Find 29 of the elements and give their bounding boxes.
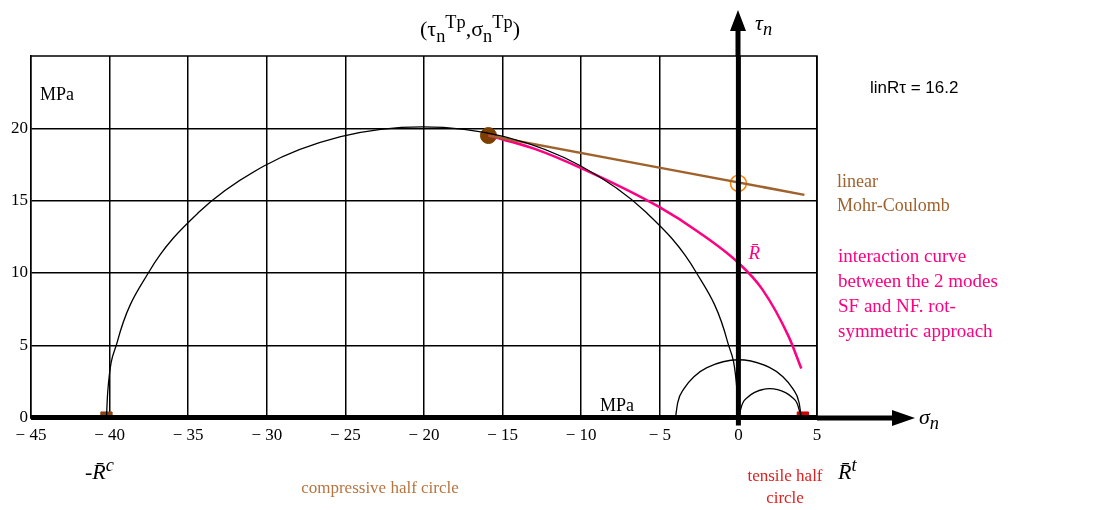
y-tick-label: 20 [11,117,28,137]
y-tick-label: 0 [19,407,28,427]
x-tick-label: − 40 [94,425,126,445]
chart-title: (τ$_{n}$$^{Tp}$,σ$_{n}$$^{Tp}$) [420,12,520,47]
x-tick-label: − 20 [408,425,440,445]
x-tick-label: 0 [734,425,743,445]
text: tensile half circle [746,465,824,509]
annotation: MPa [600,395,635,416]
text: compressive half circle [301,478,459,498]
series-label: R̄ [747,242,761,264]
text: interaction curve between the 2 modes SF and NF. rot- symmetric approach [838,244,999,343]
y-axis-title: τ$_{n}$ [755,10,773,41]
text: R̄$^{t}$ [838,455,857,486]
x-tick-label: − 10 [565,425,597,445]
x-tick-label: − 25 [329,425,361,445]
series-label: linear Mohr-Coulomb [837,170,950,215]
x-axis-title: σ$_{n}$ [919,403,940,434]
y-tick-label: 5 [19,334,28,354]
x-tick-label: 5 [812,425,822,445]
x-tick-label: − 15 [487,425,519,445]
x-tick-label: − 35 [172,425,204,445]
y-tick-label: 10 [11,262,28,282]
x-tick-label: − 5 [648,425,671,445]
y-tick-label: 15 [11,190,28,210]
annotation: MPa [40,84,75,105]
text: -R̄$^{c}$ [85,455,114,486]
text: linRτ = 16.2 [870,78,959,98]
x-tick-label: − 30 [251,425,283,445]
x-tick-label: − 45 [15,425,47,445]
